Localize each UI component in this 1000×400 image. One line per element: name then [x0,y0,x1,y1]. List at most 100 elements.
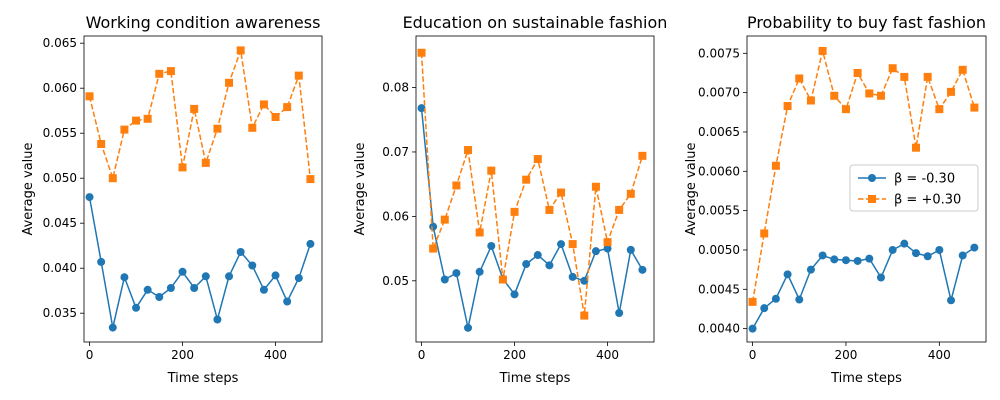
data-point-beta-pos [760,229,769,238]
data-point-beta-pos [615,205,624,214]
data-point-beta-neg [132,303,141,312]
legend-marker [868,195,876,203]
data-point-beta-pos [771,161,780,170]
data-point-beta-pos [533,155,542,164]
axes-frame [746,35,987,343]
data-point-beta-pos [580,311,589,320]
data-point-beta-neg [178,267,187,276]
x-tick-label: 200 [503,348,526,362]
data-point-beta-pos [958,65,967,74]
data-point-beta-neg [487,242,496,251]
data-point-beta-neg [748,324,757,333]
series-line-beta-neg [751,242,975,329]
data-point-beta-neg [795,295,804,304]
data-point-beta-neg [603,244,612,253]
data-point-beta-pos [557,188,566,197]
data-point-beta-neg [830,255,839,264]
data-point-beta-pos [452,181,461,190]
data-point-beta-pos [970,103,979,112]
data-point-beta-pos [568,240,577,249]
data-point-beta-pos [213,124,222,133]
data-point-beta-neg [306,239,315,248]
data-point-beta-pos [440,215,449,224]
data-point-beta-neg [236,248,245,256]
data-point-beta-neg [294,274,303,283]
data-point-beta-neg [190,284,199,292]
y-tick-label: 0.035 [43,306,77,320]
data-point-beta-neg [911,249,920,258]
data-point-beta-pos [603,238,612,247]
data-point-beta-pos [947,87,956,96]
data-point-beta-pos [248,123,257,132]
data-point-beta-neg [947,296,956,305]
data-point-beta-neg [876,273,885,282]
data-point-beta-neg [97,257,106,266]
data-point-beta-neg [283,297,292,306]
data-point-beta-neg [935,245,944,254]
data-point-beta-pos [522,175,531,184]
data-point-beta-pos [225,78,234,87]
data-point-beta-pos [97,140,106,148]
series-line-beta-neg [88,196,312,328]
y-tick-label: 0.065 [43,36,77,50]
data-point-beta-pos [935,105,944,114]
x-tick-label: 0 [86,348,94,362]
data-point-beta-neg [120,273,129,282]
x-axis-label: Time steps [830,371,902,386]
x-tick-label: 200 [834,348,857,362]
y-tick-label: 0.050 [43,171,77,185]
chart-title: Probability to buy fast fashion [747,13,986,32]
data-point-beta-pos [876,91,885,100]
data-point-beta-pos [306,175,315,184]
y-tick-label: 0.0045 [698,282,740,296]
data-point-beta-pos [818,46,827,55]
data-point-beta-neg [783,270,792,279]
x-tick-label: 400 [596,348,619,362]
data-point-beta-pos [510,207,519,216]
data-point-beta-pos [166,67,175,76]
data-point-beta-neg [923,252,932,261]
data-point-beta-neg [615,309,624,318]
data-point-beta-neg [248,261,257,270]
x-tick-label: 400 [928,348,951,362]
data-point-beta-pos [178,163,187,172]
panel-education-sustainable-fashion: Education on sustainable fashion 0 200 400 0… [353,13,667,386]
data-point-beta-neg [108,323,117,332]
data-point-beta-pos [417,48,426,57]
data-point-beta-neg [533,251,542,260]
series-line-beta-pos [751,50,976,303]
data-point-beta-neg [818,251,827,260]
data-point-beta-neg [900,239,909,248]
x-tick-label: 0 [418,348,426,362]
data-point-beta-neg [417,104,426,113]
data-point-beta-pos [923,72,932,81]
y-tick-label: 0.0065 [698,125,740,139]
data-point-beta-pos [783,102,792,111]
y-axis-label: Average value [684,142,699,235]
series-line-beta-neg [420,108,644,328]
data-point-beta-neg [429,222,438,231]
legend: β = -0.30 β = +0.30 [849,164,979,212]
data-point-beta-pos [475,228,484,237]
data-point-beta-pos [201,158,210,167]
data-point-beta-pos [464,146,473,155]
data-point-beta-pos [841,105,850,114]
data-point-beta-pos [85,92,94,101]
data-point-beta-neg [452,269,461,278]
data-point-beta-pos [236,46,245,55]
data-point-beta-neg [545,261,554,270]
data-point-beta-pos [283,103,292,112]
legend-marker [868,174,876,182]
y-tick-label: 0.0060 [698,164,740,178]
data-point-beta-pos [120,125,129,134]
y-tick-label: 0.0040 [698,322,740,336]
y-tick-label: 0.06 [382,209,409,223]
data-point-beta-pos [795,74,804,83]
y-tick-label: 0.055 [43,126,77,140]
data-point-beta-neg [841,256,850,265]
y-tick-label: 0.07 [382,145,409,159]
data-point-beta-neg [85,193,94,202]
y-tick-label: 0.0050 [698,243,740,257]
data-point-beta-pos [900,72,909,81]
y-tick-label: 0.08 [382,81,409,95]
